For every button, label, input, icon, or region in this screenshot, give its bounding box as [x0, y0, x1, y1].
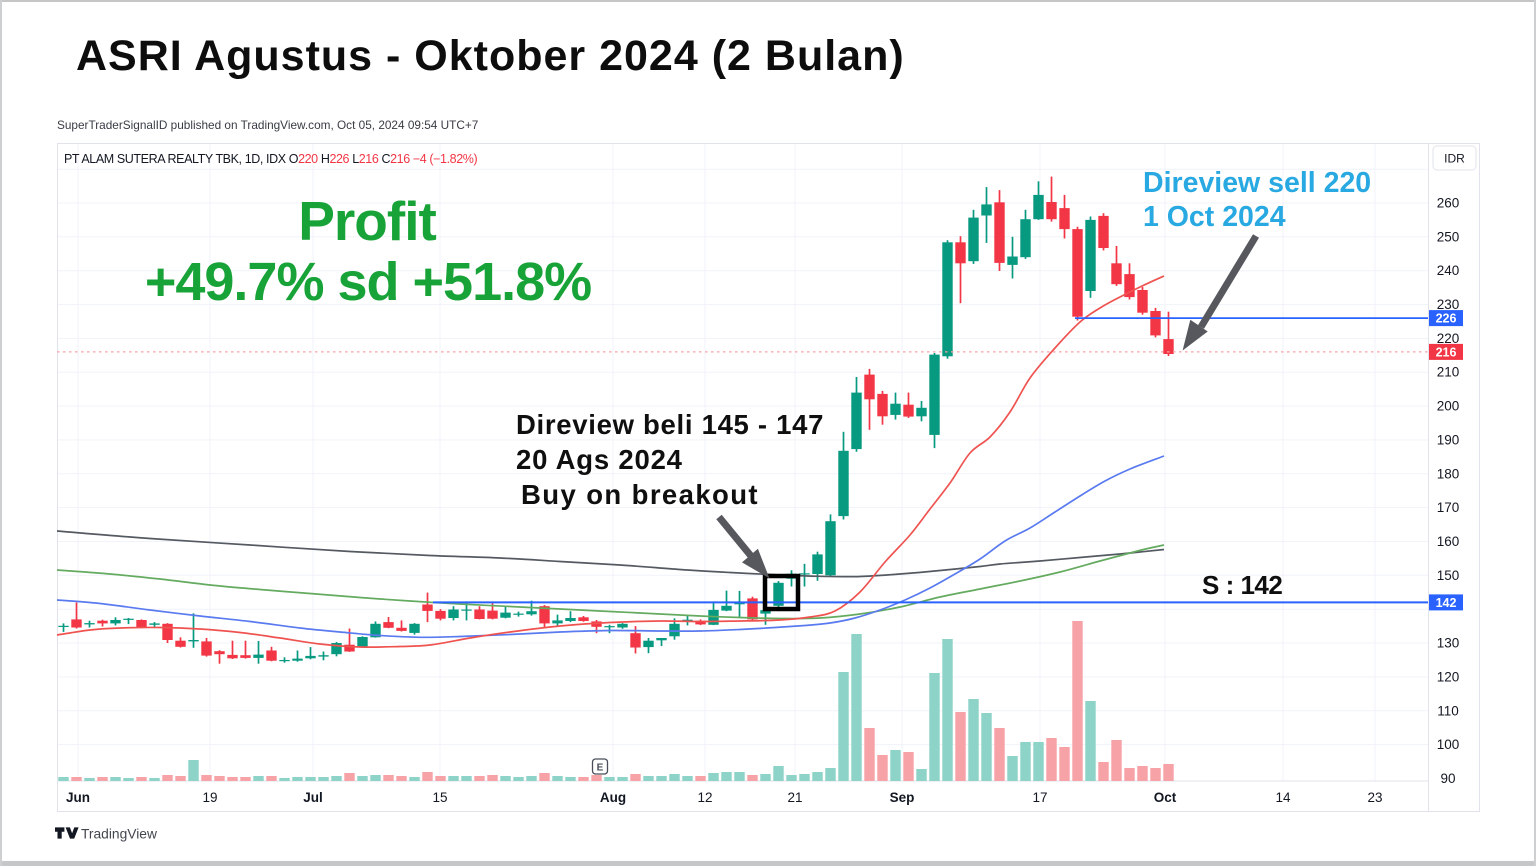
svg-text:Profit: Profit — [298, 190, 436, 252]
svg-text:20 Ags 2024: 20 Ags 2024 — [516, 444, 683, 475]
svg-text:216: 216 — [1436, 345, 1457, 359]
svg-text:Oct: Oct — [1154, 790, 1177, 805]
svg-text:190: 190 — [1437, 432, 1460, 447]
svg-text:240: 240 — [1437, 263, 1460, 278]
svg-text:Direview sell 220: Direview sell 220 — [1143, 167, 1371, 199]
svg-text:1 Oct 2024: 1 Oct 2024 — [1143, 201, 1286, 233]
svg-text:Buy on breakout: Buy on breakout — [521, 479, 759, 510]
svg-text:160: 160 — [1437, 534, 1460, 549]
svg-text:TradingView: TradingView — [81, 827, 157, 842]
svg-text:100: 100 — [1437, 737, 1460, 752]
svg-text:170: 170 — [1437, 500, 1460, 515]
svg-text:90: 90 — [1440, 771, 1455, 786]
svg-text:260: 260 — [1437, 196, 1460, 211]
svg-text:250: 250 — [1437, 229, 1460, 244]
svg-text:150: 150 — [1437, 568, 1460, 583]
svg-text:230: 230 — [1437, 297, 1460, 312]
svg-text:+49.7% sd +51.8%: +49.7% sd +51.8% — [145, 252, 591, 312]
svg-text:Direview beli 145 - 147: Direview beli 145 - 147 — [516, 409, 824, 440]
svg-text:Jun: Jun — [66, 790, 90, 805]
svg-text:12: 12 — [697, 790, 712, 805]
svg-text:IDR: IDR — [1444, 152, 1465, 166]
svg-text:220: 220 — [1437, 331, 1460, 346]
svg-text:210: 210 — [1437, 365, 1460, 380]
svg-text:S : 142: S : 142 — [1202, 570, 1282, 600]
svg-text:Jul: Jul — [303, 790, 323, 805]
svg-text:21: 21 — [787, 790, 802, 805]
svg-text:120: 120 — [1437, 669, 1460, 684]
svg-text:Sep: Sep — [890, 790, 915, 805]
svg-text:15: 15 — [432, 790, 447, 805]
svg-text:180: 180 — [1437, 466, 1460, 481]
svg-text:14: 14 — [1275, 790, 1291, 805]
svg-text:19: 19 — [202, 790, 217, 805]
svg-text:130: 130 — [1437, 636, 1460, 651]
svg-text:200: 200 — [1437, 399, 1460, 414]
svg-text:110: 110 — [1437, 703, 1459, 718]
svg-text:Aug: Aug — [600, 790, 626, 805]
svg-text:142: 142 — [1436, 596, 1457, 610]
svg-text:226: 226 — [1436, 312, 1457, 326]
svg-text:17: 17 — [1032, 790, 1047, 805]
svg-text:23: 23 — [1367, 790, 1382, 805]
svg-text:PT ALAM SUTERA REALTY TBK, 1D,: PT ALAM SUTERA REALTY TBK, 1D, IDX O220 … — [64, 152, 477, 166]
svg-text:E: E — [597, 763, 604, 774]
